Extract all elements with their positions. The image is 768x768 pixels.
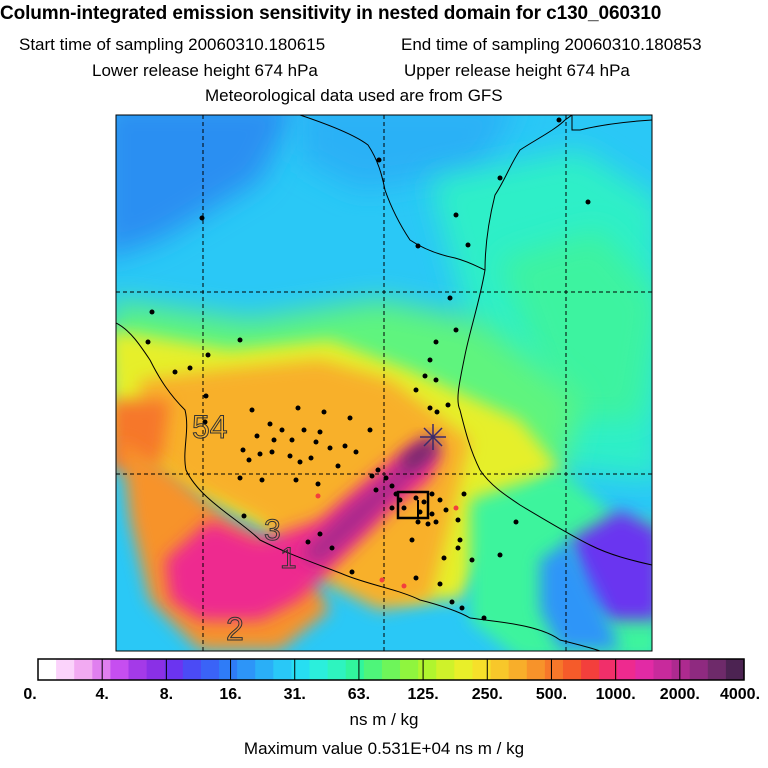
colorbar-swatch — [689, 659, 709, 680]
colorbar-swatch — [200, 659, 220, 680]
end-time-label: End time of sampling 20060310.180853 — [401, 35, 702, 54]
colorbar-swatch — [581, 659, 600, 680]
colorbar-swatch — [671, 659, 691, 680]
colorbar-tick-label: 4. — [95, 686, 109, 703]
colorbar-swatch — [544, 659, 564, 680]
map-annotations: 54 3 1 2 — [192, 409, 298, 648]
colorbar-swatch — [128, 659, 148, 680]
colorbar-swatch — [309, 659, 329, 680]
colorbar-swatch — [237, 659, 256, 680]
colorbar-swatch — [490, 659, 510, 680]
colorbar-swatch — [725, 659, 745, 680]
maximum-value: Maximum value 0.531E+04 ns m / kg — [243, 739, 525, 758]
nested-box — [396, 490, 430, 520]
colorbar-tick-label: 1000. — [595, 686, 636, 703]
map-title: Column-integrated emission sensitivity i… — [0, 3, 662, 24]
lower-release-height-label: Lower release height 674 hPa — [92, 61, 318, 80]
colorbar-swatch — [418, 659, 437, 680]
colorbar-swatch — [273, 659, 293, 680]
colorbar-swatch — [508, 659, 528, 680]
colorbar-swatch — [110, 659, 130, 680]
colorbar-swatch — [74, 659, 93, 680]
colorbar-swatch — [92, 659, 112, 680]
colorbar-tick-label: 4000. — [719, 686, 761, 703]
colorbar-swatch — [635, 659, 655, 680]
grid-lines — [116, 115, 652, 651]
colorbar-swatch — [255, 659, 274, 680]
colorbar-units: ns m / kg — [349, 710, 419, 729]
colorbar-tick-label: 16. — [219, 686, 242, 703]
colorbar-swatch — [454, 659, 474, 680]
colorbar-swatch — [345, 659, 365, 680]
start-time-label: Start time of sampling 20060310.180615 — [19, 35, 326, 54]
colorbar-tick-label: 125. — [407, 686, 439, 703]
colorbar-swatch — [56, 659, 75, 680]
colorbar-tick-label: 250. — [471, 686, 503, 703]
sensitivity-field — [116, 115, 652, 651]
colorbar-swatch — [363, 659, 383, 680]
colorbar-swatch — [381, 659, 401, 680]
colorbar-swatch — [164, 659, 184, 680]
red-release-points — [315, 493, 459, 589]
colorbar-tick-label: 31. — [283, 686, 306, 703]
colorbar-tick-label: 500. — [535, 686, 568, 703]
annotation-54: 54 — [192, 409, 228, 445]
colorbar-swatch — [707, 659, 727, 680]
colorbar-swatch — [400, 659, 419, 680]
upper-release-height-label: Upper release height 674 hPa — [404, 61, 630, 80]
colorbar-swatch — [653, 659, 673, 680]
colorbar-swatch — [617, 659, 636, 680]
colorbar-swatch — [562, 659, 582, 680]
colorbar-swatch — [599, 659, 618, 680]
colorbar-swatch — [436, 659, 455, 680]
annotation-2: 2 — [226, 611, 244, 647]
map-frame — [115, 114, 653, 652]
colorbar-swatch — [182, 659, 202, 680]
colorbar-tick-label: 63. — [347, 686, 371, 703]
colorbar-swatch — [146, 659, 166, 680]
colorbar-swatch — [472, 659, 492, 680]
receptor-marker — [420, 424, 446, 450]
annotation-3: 3 — [264, 514, 281, 547]
colorbar-swatch — [219, 659, 238, 680]
colorbar-swatch — [526, 659, 546, 680]
colorbar-swatch — [38, 659, 57, 680]
met-data-label: Meteorological data used are from GFS — [205, 86, 503, 105]
colorbar-border — [37, 658, 745, 681]
colorbar-tick-label: 2000. — [659, 686, 700, 703]
annotation-1: 1 — [280, 542, 297, 575]
colorbar-tick-label: 8. — [159, 686, 174, 703]
colorbar-tick-label: 0. — [23, 686, 37, 703]
colorbar-swatch — [291, 659, 311, 680]
colorbar — [37, 658, 745, 681]
colorbar-swatch — [327, 659, 347, 680]
